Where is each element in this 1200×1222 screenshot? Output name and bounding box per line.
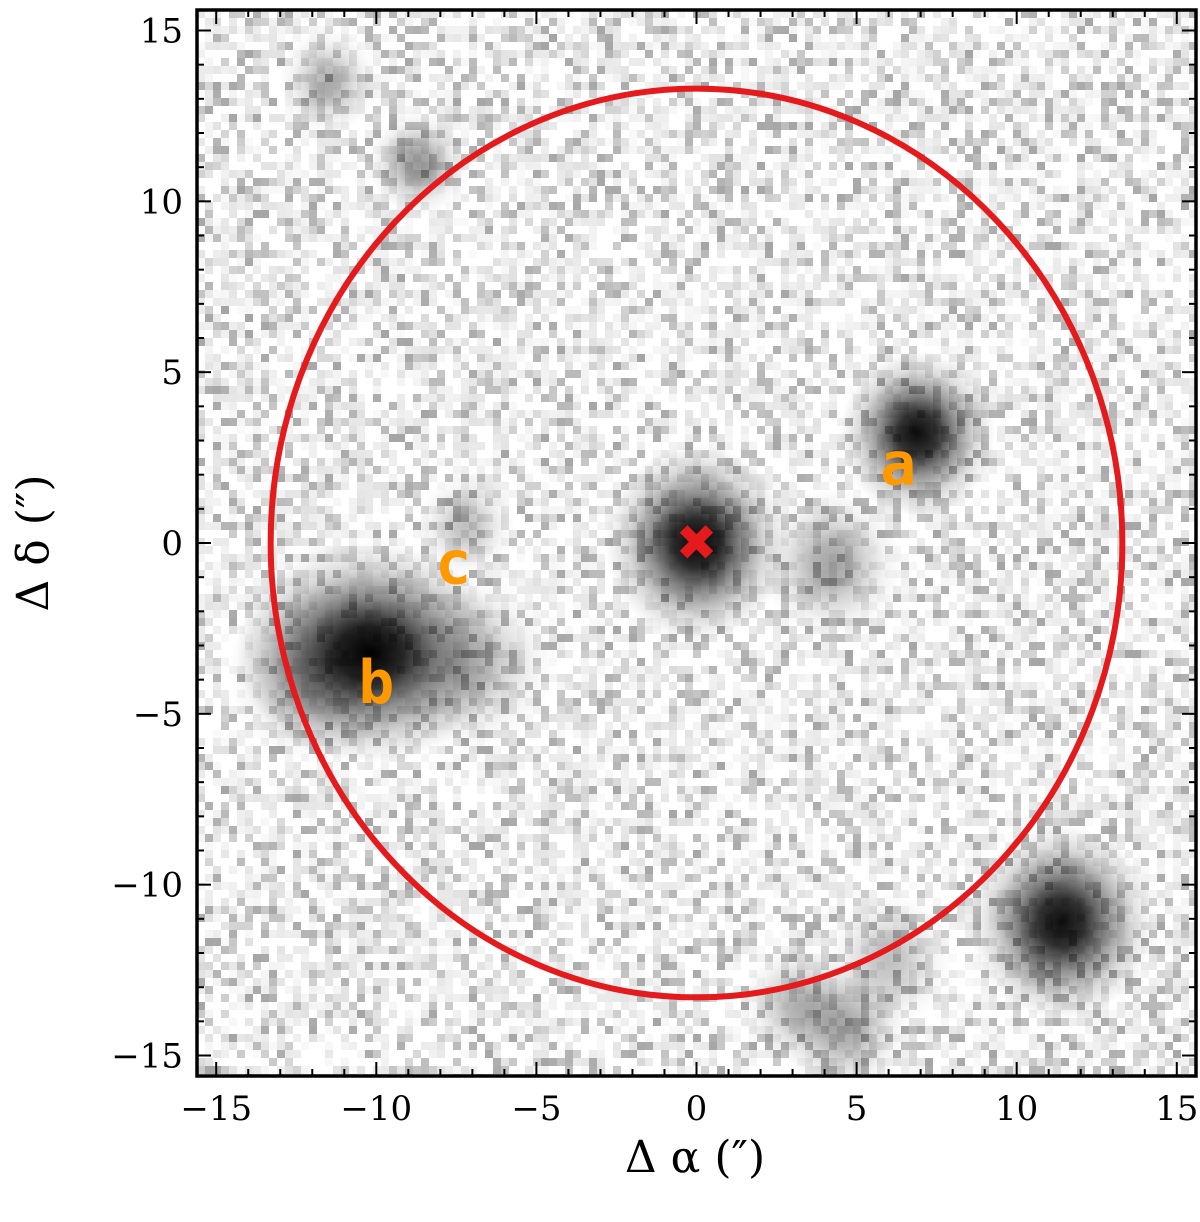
source-label-c: c <box>435 529 471 599</box>
aperture-circle <box>267 85 1126 1001</box>
source-label-b: b <box>358 648 394 718</box>
y-tick-label: −10 <box>111 866 183 906</box>
y-axis-label: Δ δ (″) <box>8 474 59 611</box>
x-tick-label: −5 <box>511 1089 561 1129</box>
source-a-glow <box>839 350 995 517</box>
source-b-glow <box>236 541 504 763</box>
x-tick-label: −10 <box>340 1089 412 1129</box>
source-label-a: a <box>880 429 916 499</box>
x-tick-labels: −15 −10 −5 0 5 10 15 <box>180 1089 1198 1129</box>
source-labels: a bc <box>358 429 916 718</box>
center-cross-marker: ✖ <box>676 514 718 572</box>
x-tick-label: −15 <box>180 1089 252 1129</box>
plot-frame <box>195 8 1198 1078</box>
x-axis-label: Δ α (″) <box>625 1132 765 1183</box>
source-c-glow <box>416 473 516 579</box>
x-tick-label: 5 <box>846 1089 868 1129</box>
object-2 <box>969 824 1154 1020</box>
y-tick-label: 0 <box>161 524 183 564</box>
object-7 <box>368 111 468 217</box>
y-tick-label: −5 <box>133 695 183 735</box>
y-tick-labels: 15 10 5 0 −5 −10 −15 <box>111 12 183 1077</box>
x-tick-label: 10 <box>995 1089 1038 1129</box>
y-tick-label: 10 <box>140 182 183 222</box>
object-6 <box>825 892 953 1028</box>
object-3 <box>760 488 902 639</box>
object-1 <box>604 445 789 641</box>
y-tick-label: 15 <box>140 12 183 52</box>
x-tick-label: 0 <box>686 1089 708 1129</box>
object-8 <box>278 29 378 135</box>
image-objects <box>227 29 1154 1076</box>
y-tick-label: −15 <box>111 1037 183 1077</box>
y-tick-label: 5 <box>161 353 183 393</box>
x-tick-label: 15 <box>1155 1089 1198 1129</box>
